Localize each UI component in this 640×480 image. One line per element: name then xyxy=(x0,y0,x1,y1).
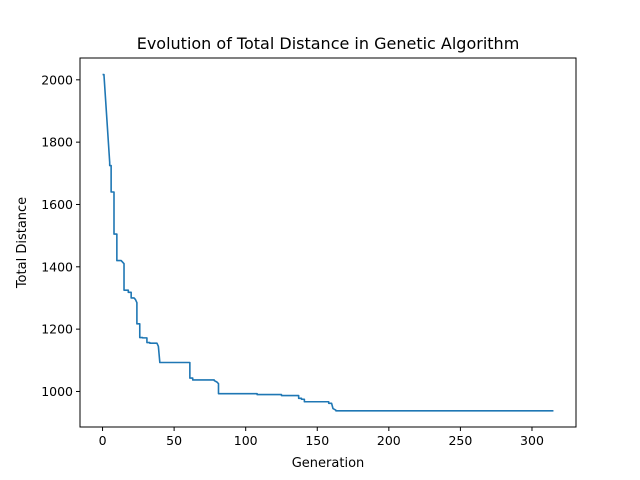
x-axis: 0 50 100 150 200 250 300 xyxy=(99,427,544,448)
y-tick-label: 1200 xyxy=(41,322,73,337)
series-line-1 xyxy=(102,73,554,412)
y-tick-label: 1000 xyxy=(41,384,73,399)
x-tick-label: 150 xyxy=(305,433,329,448)
y-axis-label: Total Distance xyxy=(15,197,30,289)
x-tick-label: 250 xyxy=(448,433,472,448)
y-tick-label: 2000 xyxy=(41,72,73,87)
y-tick-label: 1800 xyxy=(41,135,73,150)
y-axis: 1000 1200 1400 1600 1800 2000 xyxy=(41,72,80,399)
chart-title: Evolution of Total Distance in Genetic A… xyxy=(137,34,520,53)
x-tick-label: 100 xyxy=(234,433,258,448)
x-tick-label: 0 xyxy=(99,433,107,448)
x-tick-label: 50 xyxy=(166,433,182,448)
x-tick-label: 200 xyxy=(377,433,401,448)
x-axis-label: Generation xyxy=(292,456,365,471)
plot-area xyxy=(102,73,554,412)
y-tick-label: 1400 xyxy=(41,259,73,274)
x-tick-label: 300 xyxy=(520,433,544,448)
plot-frame xyxy=(79,57,577,428)
y-tick-label: 1600 xyxy=(41,197,73,212)
